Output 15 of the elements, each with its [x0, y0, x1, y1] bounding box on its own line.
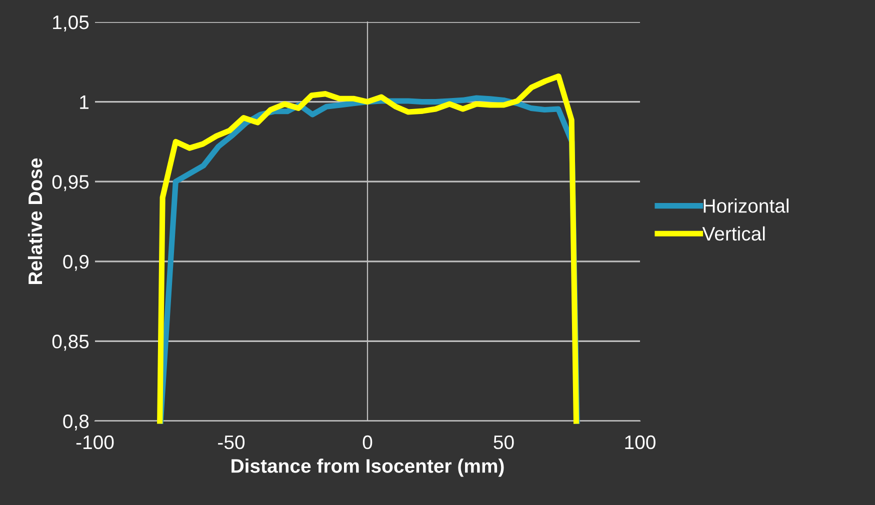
x-axis-title: Distance from Isocenter (mm)	[232, 458, 504, 477]
y-tick-label: 1,05	[53, 15, 89, 32]
y-tick-label: 1	[80, 95, 88, 109]
y-axis-title: Relative Dose	[28, 158, 42, 284]
x-tick-label: -50	[218, 435, 245, 450]
x-tick-label: 0	[362, 435, 372, 450]
legend-label: Horizontal	[704, 198, 788, 213]
y-tick-label: 0,8	[63, 414, 89, 431]
y-tick-label: 0,95	[52, 175, 89, 192]
legend-label: Vertical	[702, 226, 765, 241]
y-tick-label: 0,9	[63, 254, 89, 271]
y-tick-label: 0,85	[52, 334, 89, 351]
x-tick-label: 100	[625, 435, 656, 450]
x-tick-label: -100	[76, 435, 114, 450]
x-tick-label: 50	[494, 435, 514, 450]
